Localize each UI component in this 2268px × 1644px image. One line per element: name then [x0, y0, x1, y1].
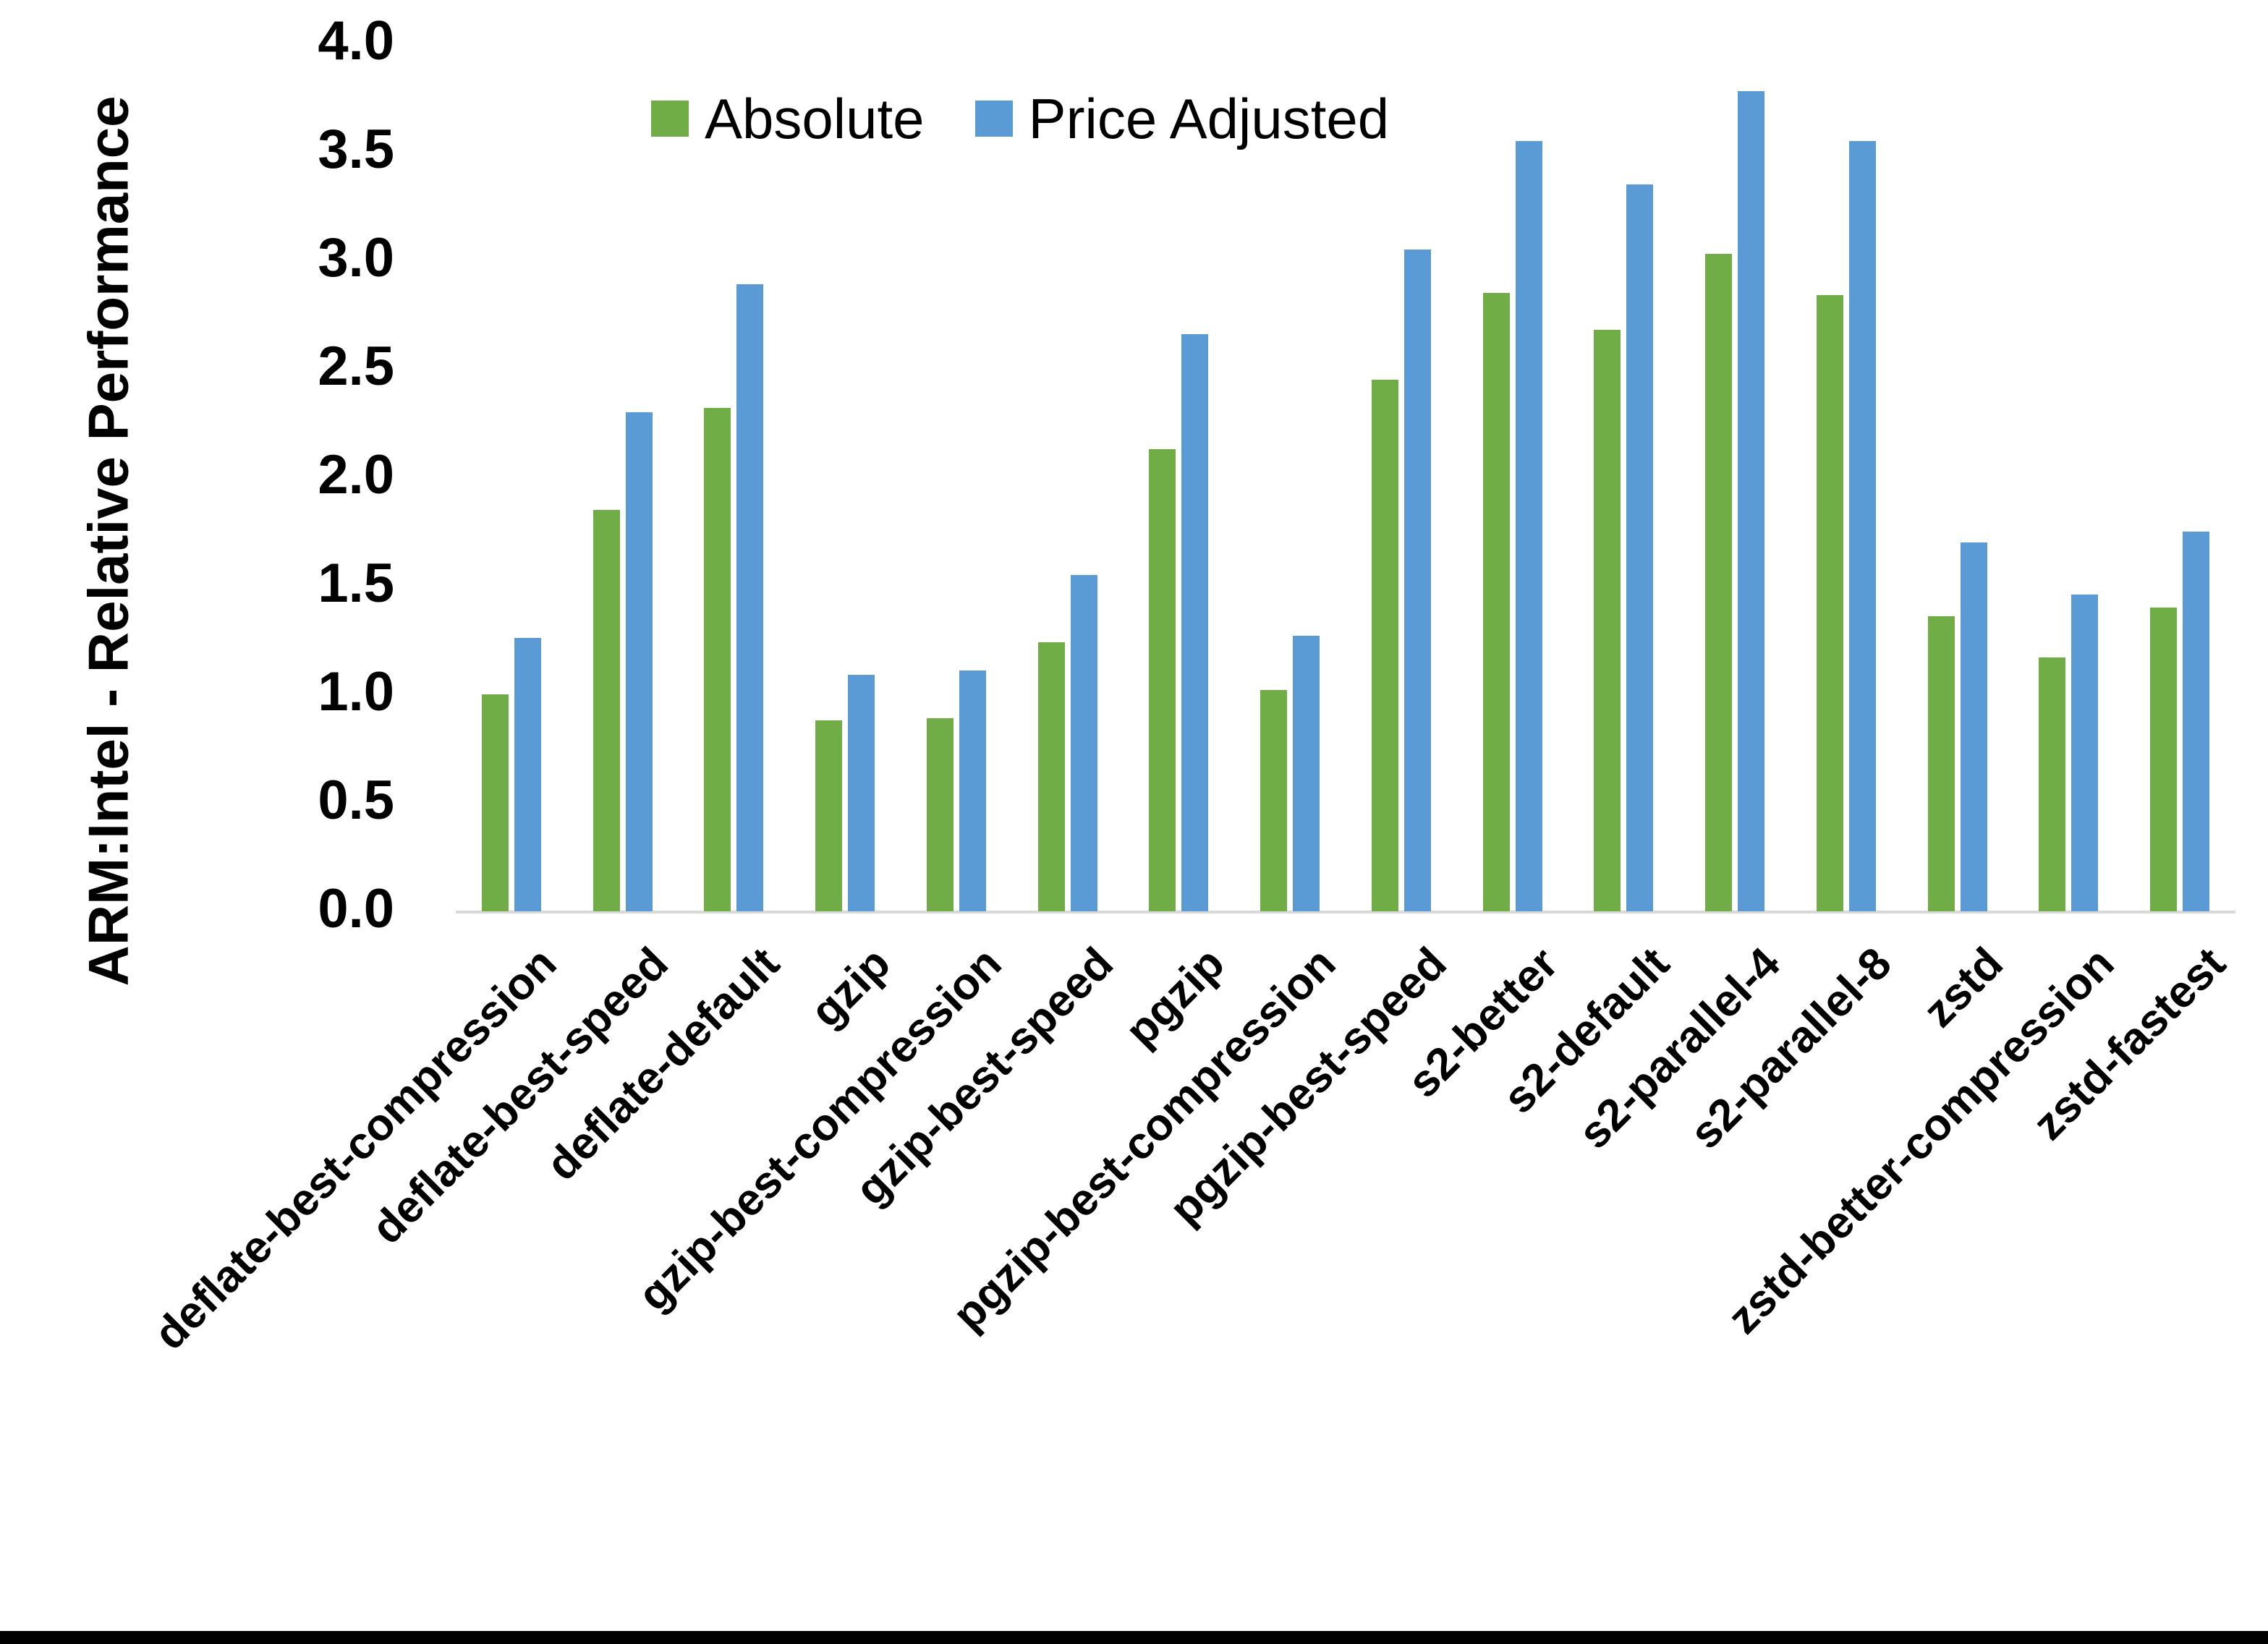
bar-absolute-gzip: [815, 720, 843, 911]
x-category-label-zstd: zstd: [1914, 938, 2013, 1037]
y-tick-label: 0.5: [318, 769, 394, 831]
bar-price-adjusted-pgzip-best-compression: [1293, 636, 1320, 911]
bar-price-adjusted-zstd-fastest: [2183, 532, 2210, 911]
legend-swatch-price-adjusted-icon: [974, 101, 1013, 137]
bar-price-adjusted-s2-default: [1626, 184, 1654, 911]
bar-absolute-deflate-default: [704, 408, 731, 911]
x-category-label-s2-parallel-8: s2-parallel-8: [1681, 938, 1901, 1159]
bar-absolute-gzip-best-compression: [926, 718, 954, 911]
bar-price-adjusted-pgzip: [1181, 334, 1209, 911]
bar-price-adjusted-deflate-best-speed: [625, 412, 653, 911]
bar-price-adjusted-zstd: [1960, 542, 1987, 911]
y-axis-title: ARM:Intel - Relative Performance: [76, 95, 140, 987]
bar-absolute-s2-parallel-8: [1816, 295, 1843, 911]
legend-item-price-adjusted: Price Adjusted: [974, 87, 1390, 150]
bar-absolute-s2-parallel-4: [1705, 254, 1733, 911]
bottom-border-bar: [0, 1631, 2268, 1644]
bar-price-adjusted-deflate-default: [736, 284, 764, 911]
bar-absolute-zstd-fastest: [2150, 608, 2178, 911]
bar-price-adjusted-gzip-best-compression: [959, 670, 986, 911]
bar-price-adjusted-gzip-best-speed: [1070, 575, 1097, 911]
x-category-label-deflate-best-compression: deflate-best-compression: [145, 938, 566, 1360]
legend-swatch-absolute-icon: [651, 101, 689, 137]
y-tick-label: 3.0: [318, 226, 394, 289]
bar-price-adjusted-s2-better: [1515, 141, 1542, 911]
y-tick-label: 2.0: [318, 443, 394, 506]
y-tick-label: 2.5: [318, 335, 394, 397]
bar-price-adjusted-s2-parallel-8: [1848, 141, 1876, 911]
bar-absolute-zstd-better-compression: [2039, 657, 2066, 911]
y-tick-label: 0.0: [318, 877, 394, 940]
y-tick-label: 4.0: [318, 9, 394, 72]
legend-item-absolute: Absolute: [651, 90, 925, 147]
bar-absolute-zstd: [1927, 616, 1955, 911]
bar-absolute-s2-default: [1594, 330, 1621, 911]
x-axis-line: [456, 911, 2235, 913]
bar-absolute-deflate-best-compression: [481, 694, 509, 911]
legend-label-absolute: Absolute: [705, 87, 925, 150]
bar-absolute-pgzip: [1149, 449, 1176, 911]
y-tick-label: 1.5: [318, 552, 394, 614]
y-tick-label: 3.5: [318, 118, 394, 180]
bar-price-adjusted-gzip: [848, 675, 875, 911]
bar-price-adjusted-deflate-best-compression: [514, 638, 541, 911]
bar-absolute-s2-better: [1482, 293, 1510, 911]
legend-label-price-adjusted: Price Adjusted: [1028, 87, 1390, 150]
bar-absolute-pgzip-best-compression: [1260, 690, 1288, 911]
bar-absolute-deflate-best-speed: [593, 510, 620, 911]
bar-price-adjusted-pgzip-best-speed: [1403, 250, 1431, 911]
bar-price-adjusted-s2-parallel-4: [1738, 91, 1765, 911]
bar-absolute-gzip-best-speed: [1037, 642, 1065, 911]
x-category-label-gzip: gzip: [801, 938, 901, 1037]
bar-absolute-pgzip-best-speed: [1371, 380, 1398, 911]
bar-price-adjusted-zstd-better-compression: [2071, 595, 2099, 911]
legend: Absolute Price Adjusted: [651, 90, 1389, 147]
y-tick-label: 1.0: [318, 660, 394, 723]
